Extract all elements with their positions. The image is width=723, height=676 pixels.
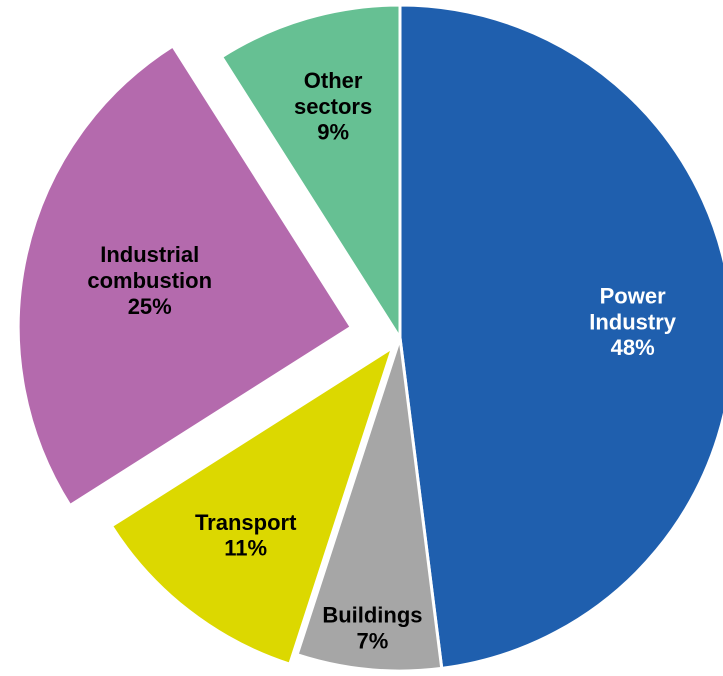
slice-label-line: sectors	[294, 94, 372, 119]
slice-label-line: combustion	[87, 268, 212, 293]
slice-label-line: Transport	[195, 510, 297, 535]
slice-value-label: 7%	[357, 629, 389, 654]
slice-label-line: Industrial	[100, 242, 199, 267]
pie-slice	[16, 43, 354, 508]
slice-value-label: 48%	[611, 335, 655, 360]
slice-label: Industrial combustion	[87, 242, 212, 293]
slice-label-line: Other	[304, 68, 363, 93]
slice-label: Buildings	[322, 603, 422, 628]
pie-slice	[219, 3, 402, 344]
slice-label: Power Industry	[589, 283, 677, 334]
slice-label-line: Buildings	[322, 603, 422, 628]
slice-value-label: 9%	[317, 120, 349, 145]
slice-label: Other sectors	[294, 68, 372, 119]
slice-value-label: 11%	[224, 536, 267, 561]
slice-label-line: Industry	[589, 309, 677, 334]
pie-slice	[398, 3, 723, 671]
slice-value-label: 25%	[128, 294, 172, 319]
slice-label-line: Power	[600, 283, 666, 308]
slice-label: Transport	[195, 510, 297, 535]
pie-slice	[295, 337, 444, 673]
pie-slice	[109, 343, 396, 667]
